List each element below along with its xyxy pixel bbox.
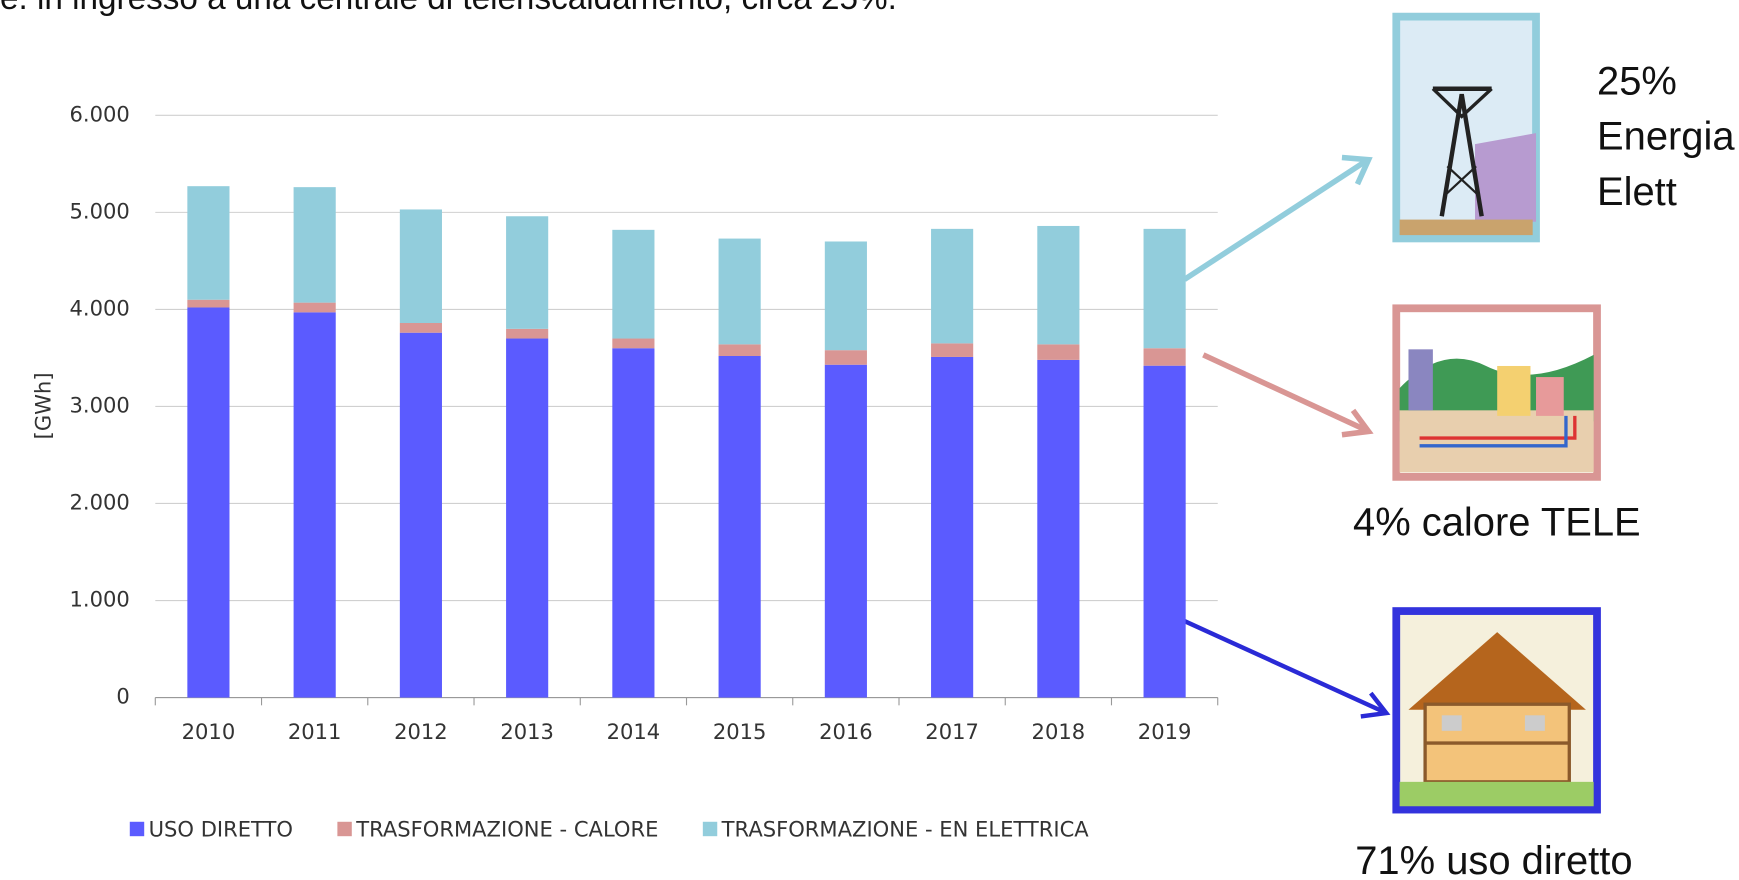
bar-segment [931, 228, 974, 344]
bar-segment [506, 328, 549, 339]
bar-segment [824, 241, 867, 351]
district-heating-image [1392, 304, 1601, 481]
house-image [1392, 607, 1601, 814]
panel-text: Energia [1597, 115, 1735, 159]
legend-label: TRASFORMAZIONE - CALORE [355, 817, 658, 842]
bar-segment [1143, 348, 1186, 366]
bar-segment [1143, 365, 1186, 698]
y-tick-label: 4.000 [69, 295, 129, 320]
panel-text: Elett [1597, 170, 1677, 214]
bar-segment [399, 209, 442, 323]
x-tick-label: 2011 [288, 719, 342, 744]
bar-segment [187, 299, 230, 308]
legend: USO DIRETTO TRASFORMAZIONE - CALORE TRASFO… [129, 817, 1090, 842]
x-tick-label: 2019 [1138, 719, 1192, 744]
y-tick-label: 1.000 [69, 587, 129, 612]
panel-text: 4% calore TELE [1353, 501, 1641, 545]
bar-segment [399, 322, 442, 333]
x-tick-label: 2015 [713, 719, 767, 744]
panel-text: 71% uso diretto [1355, 839, 1632, 880]
pylon-image [1392, 12, 1540, 243]
legend-swatch [337, 821, 352, 837]
bar-segment [612, 348, 655, 698]
plot: 0 1.000 2.000 3.000 4.000 5.000 6.000 2010 2011 2… [69, 101, 1219, 744]
bar-segment [1037, 344, 1080, 360]
panel-text: 25% [1597, 59, 1677, 103]
bar-segment [718, 355, 761, 698]
bar-segment [506, 338, 549, 698]
bar-segment [1143, 228, 1186, 349]
bar-segment [718, 344, 761, 356]
bar-segment [718, 238, 761, 345]
bar-segment [293, 187, 336, 303]
caption: e. in ingresso a una centrale di teleris… [0, 0, 897, 17]
y-tick-label: 5.000 [69, 198, 129, 223]
x-tick-label: 2012 [394, 719, 448, 744]
bar-segment [187, 307, 230, 698]
bar-segment [506, 216, 549, 329]
arrows [1159, 154, 1391, 719]
y-tick-label: 2.000 [69, 489, 129, 514]
bar-segment [824, 364, 867, 698]
bar-segment [824, 350, 867, 365]
legend-swatch [702, 821, 718, 837]
legend-swatch [129, 821, 145, 837]
x-tick-label: 2016 [819, 719, 873, 744]
bar-segment [399, 332, 442, 698]
x-tick-label: 2017 [925, 719, 979, 744]
x-tick-label: 2013 [500, 719, 554, 744]
bar-segment [612, 229, 655, 339]
bar-segment [931, 356, 974, 698]
bar-segment [293, 302, 336, 313]
bar-segment [1037, 225, 1080, 345]
bar-segment [293, 312, 336, 698]
x-tick-label: 2014 [607, 719, 661, 744]
bar-segment [187, 186, 230, 300]
bar-segment [1037, 359, 1080, 698]
bar-segment [931, 343, 974, 357]
y-axis-label: [GWh] [30, 372, 55, 439]
x-tick-label: 2018 [1032, 719, 1086, 744]
legend-label: TRASFORMAZIONE - EN ELETTRICA [721, 817, 1090, 842]
y-tick-label: 0 [116, 684, 129, 709]
legend-label: USO DIRETTO [149, 817, 293, 842]
x-tick-label: 2010 [182, 719, 236, 744]
bar-segment [612, 338, 655, 349]
y-tick-label: 6.000 [69, 101, 129, 126]
y-tick-label: 3.000 [69, 392, 129, 417]
